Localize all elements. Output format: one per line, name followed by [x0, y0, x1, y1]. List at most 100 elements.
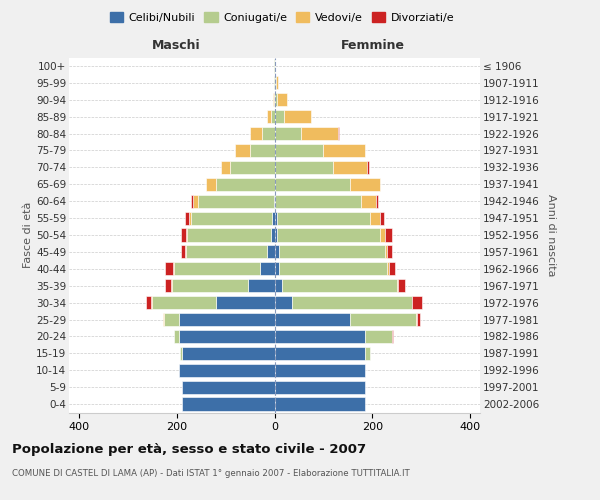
Legend: Celibi/Nubili, Coniugati/e, Vedovi/e, Divorziati/e: Celibi/Nubili, Coniugati/e, Vedovi/e, Di… [106, 8, 458, 28]
Text: COMUNE DI CASTEL DI LAMA (AP) - Dati ISTAT 1° gennaio 2007 - Elaborazione TUTTIT: COMUNE DI CASTEL DI LAMA (AP) - Dati IST… [12, 468, 410, 477]
Bar [301, 127, 338, 140]
Bar [271, 110, 275, 124]
Bar [365, 330, 392, 343]
Bar [187, 246, 267, 258]
Bar [365, 346, 370, 360]
Bar [275, 346, 365, 360]
Bar [191, 194, 193, 208]
Y-axis label: Anni di nascita: Anni di nascita [546, 194, 556, 276]
Bar [376, 194, 378, 208]
Bar [282, 279, 397, 292]
Bar [262, 127, 275, 140]
Bar [182, 380, 275, 394]
Text: Maschi: Maschi [152, 40, 200, 52]
Bar [221, 161, 230, 174]
Bar [275, 76, 276, 90]
Bar [250, 127, 262, 140]
Bar [370, 212, 380, 224]
Bar [173, 262, 174, 276]
Bar [323, 144, 365, 157]
Bar [338, 127, 339, 140]
Bar [164, 313, 179, 326]
Bar [398, 279, 405, 292]
Bar [206, 178, 216, 191]
Bar [275, 93, 277, 106]
Bar [275, 364, 365, 377]
Bar [271, 228, 275, 241]
Bar [275, 279, 282, 292]
Bar [275, 161, 333, 174]
Bar [275, 228, 277, 241]
Bar [260, 262, 275, 276]
Bar [216, 296, 275, 309]
Bar [197, 194, 274, 208]
Bar [181, 246, 185, 258]
Bar [275, 110, 284, 124]
Bar [387, 246, 392, 258]
Bar [174, 262, 260, 276]
Bar [385, 246, 387, 258]
Bar [275, 144, 323, 157]
Bar [418, 313, 420, 326]
Bar [280, 262, 387, 276]
Bar [361, 194, 376, 208]
Y-axis label: Fasce di età: Fasce di età [23, 202, 33, 268]
Bar [350, 178, 380, 191]
Text: Femmine: Femmine [341, 40, 405, 52]
Bar [275, 246, 280, 258]
Bar [165, 279, 171, 292]
Bar [272, 212, 275, 224]
Bar [277, 93, 287, 106]
Bar [380, 212, 383, 224]
Bar [181, 228, 186, 241]
Bar [179, 346, 182, 360]
Bar [189, 212, 191, 224]
Bar [216, 178, 275, 191]
Bar [185, 246, 187, 258]
Bar [248, 279, 275, 292]
Bar [412, 296, 422, 309]
Bar [172, 279, 248, 292]
Bar [350, 313, 416, 326]
Bar [182, 346, 275, 360]
Bar [191, 212, 272, 224]
Bar [416, 313, 418, 326]
Bar [179, 364, 275, 377]
Bar [277, 212, 370, 224]
Bar [275, 330, 365, 343]
Bar [275, 262, 280, 276]
Bar [275, 398, 365, 410]
Bar [275, 313, 350, 326]
Bar [266, 110, 271, 124]
Bar [284, 110, 311, 124]
Bar [185, 212, 189, 224]
Bar [166, 262, 173, 276]
Bar [275, 296, 292, 309]
Bar [275, 127, 301, 140]
Bar [186, 228, 187, 241]
Bar [182, 398, 275, 410]
Bar [385, 228, 392, 241]
Bar [275, 178, 350, 191]
Bar [235, 144, 250, 157]
Bar [274, 93, 275, 106]
Bar [163, 313, 164, 326]
Bar [267, 246, 275, 258]
Bar [171, 279, 172, 292]
Bar [392, 330, 393, 343]
Bar [179, 313, 275, 326]
Bar [274, 194, 275, 208]
Bar [275, 212, 277, 224]
Bar [397, 279, 398, 292]
Bar [179, 330, 275, 343]
Bar [387, 262, 389, 276]
Bar [367, 161, 369, 174]
Bar [280, 246, 385, 258]
Bar [389, 262, 395, 276]
Bar [277, 228, 380, 241]
Bar [333, 161, 367, 174]
Bar [276, 76, 278, 90]
Bar [230, 161, 275, 174]
Bar [250, 144, 275, 157]
Bar [380, 228, 385, 241]
